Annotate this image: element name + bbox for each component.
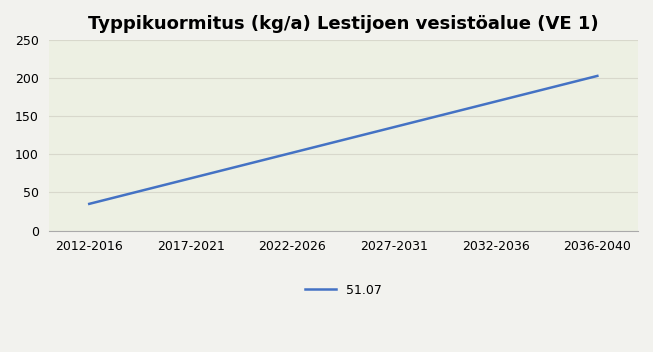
Legend: 51.07: 51.07 <box>300 279 387 302</box>
Title: Typpikuormitus (kg/a) Lestijoen vesistöalue (VE 1): Typpikuormitus (kg/a) Lestijoen vesistöa… <box>88 15 599 33</box>
